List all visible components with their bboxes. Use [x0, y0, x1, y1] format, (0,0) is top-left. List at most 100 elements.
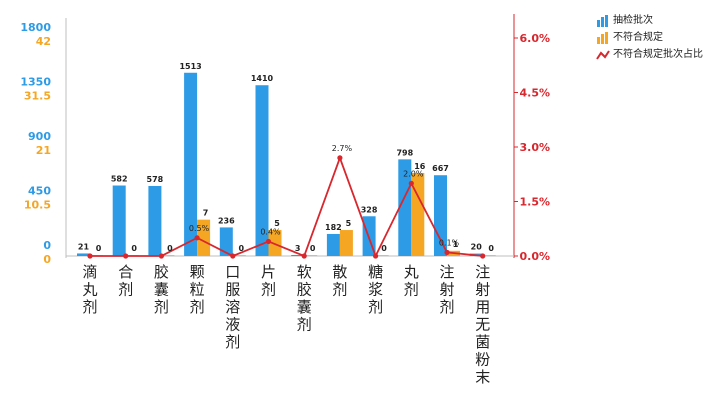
y-tick-label-blue: 450	[28, 185, 51, 198]
y-tick-label-right: 0.0%	[519, 250, 550, 263]
bar-nonconforming	[161, 255, 175, 256]
data-label-ratio: 0.4%	[260, 227, 281, 236]
x-category-label: 散剂	[332, 263, 347, 299]
legend-label: 不符合规定	[613, 32, 663, 43]
bar-nonconforming	[197, 219, 211, 256]
data-label-nonconforming: 16	[414, 162, 426, 171]
data-label-inspected: 798	[396, 148, 413, 157]
x-category-label: 滴丸剂	[82, 263, 97, 316]
legend: 抽检批次 不符合规定 不符合规定批次占比	[596, 12, 703, 63]
y-tick-label-right: 1.5%	[519, 196, 550, 209]
data-label-nonconforming: 0	[488, 244, 494, 253]
bar-nonconforming	[304, 255, 318, 256]
y-tick-label-right: 4.5%	[519, 87, 550, 100]
y-tick-label-orange: 42	[36, 35, 51, 48]
bar-nonconforming	[482, 255, 496, 256]
data-label-inspected: 21	[78, 242, 90, 251]
y-tick-label-orange: 0	[43, 253, 51, 266]
data-label-inspected: 328	[361, 205, 378, 214]
bar-nonconforming	[232, 255, 246, 256]
data-label-inspected: 236	[218, 216, 235, 225]
y-tick-label-blue: 1350	[20, 76, 51, 89]
chart-axes: 0045010.590021135031.51800420.0%1.5%3.0%…	[20, 14, 550, 266]
data-label-nonconforming: 0	[96, 244, 102, 253]
bar-inspected	[148, 185, 162, 256]
legend-item-ratio: 不符合规定批次占比	[596, 46, 703, 63]
ratio-line-point	[265, 238, 272, 245]
data-label-nonconforming: 0	[239, 244, 245, 253]
x-category-label: 合剂	[118, 263, 133, 299]
ratio-line-point	[373, 253, 379, 259]
bar-nonconforming	[375, 255, 389, 256]
nonconforming-ratio-line	[87, 155, 486, 259]
data-label-inspected: 582	[111, 175, 128, 184]
bar-inspected	[398, 159, 412, 256]
data-label-inspected: 20	[471, 243, 483, 252]
bar-inspected	[184, 72, 198, 257]
x-category-label: 注射用无菌粉末	[475, 263, 490, 386]
bar-inspected	[291, 255, 305, 256]
data-label-ratio: 0.1%	[439, 238, 460, 247]
legend-item-inspected: 抽检批次	[596, 12, 703, 29]
bar-nonconforming	[339, 230, 353, 256]
data-label-nonconforming: 0	[381, 244, 387, 253]
data-label-ratio: 2.0%	[403, 169, 424, 178]
data-label-inspected: 1410	[251, 74, 274, 83]
bar-inspected	[77, 253, 90, 256]
y-tick-label-blue: 0	[43, 239, 51, 252]
y-tick-label-blue: 900	[28, 130, 51, 143]
data-label-inspected: 1513	[179, 62, 201, 71]
data-label-nonconforming: 5	[346, 219, 352, 228]
bar-inspected	[255, 85, 269, 256]
data-label-ratio: 2.7%	[332, 144, 353, 153]
y-tick-label-orange: 31.5	[24, 90, 51, 103]
ratio-line-point	[87, 253, 93, 259]
bar-nonconforming	[268, 230, 282, 256]
ratio-line-point	[337, 155, 343, 161]
ratio-line-point	[230, 253, 236, 259]
data-label-nonconforming: 0	[167, 244, 173, 253]
data-label-inspected: 667	[432, 164, 449, 173]
x-category-label: 糖浆剂	[368, 263, 383, 316]
x-category-label: 颗粒剂	[190, 263, 205, 316]
legend-bar-icon	[596, 14, 610, 27]
y-tick-label-right: 3.0%	[519, 141, 550, 154]
ratio-line-point	[194, 235, 200, 241]
y-tick-label-blue: 1800	[20, 21, 51, 34]
x-category-label: 软胶囊剂	[297, 263, 312, 334]
ratio-line-point	[480, 253, 486, 259]
x-category-label: 注射剂	[439, 263, 454, 316]
bar-inspected	[326, 233, 340, 256]
bar-inspected	[219, 227, 233, 256]
data-label-nonconforming: 0	[310, 244, 316, 253]
data-label-inspected: 578	[147, 175, 164, 184]
x-category-label: 口服溶液剂	[225, 263, 240, 351]
ratio-line-point	[444, 249, 450, 255]
legend-label: 抽检批次	[613, 15, 653, 26]
legend-line-icon	[596, 49, 610, 61]
x-category-label: 片剂	[261, 263, 276, 299]
y-tick-label-orange: 21	[36, 144, 51, 157]
ratio-line-point	[408, 180, 414, 186]
legend-label: 不符合规定批次占比	[613, 49, 703, 60]
y-tick-label-orange: 10.5	[24, 199, 51, 212]
data-label-nonconforming: 1	[453, 240, 459, 249]
data-label-ratio: 0.5%	[189, 224, 210, 233]
bar-nonconforming	[411, 172, 425, 256]
y-tick-label-right: 6.0%	[519, 32, 550, 45]
legend-bar-icon	[596, 31, 610, 44]
data-label-nonconforming: 5	[274, 219, 280, 228]
bar-inspected	[112, 185, 126, 256]
data-label-inspected: 3	[295, 244, 301, 253]
inspected-batches-bars	[77, 72, 483, 257]
data-label-nonconforming: 0	[131, 244, 137, 253]
data-label-inspected: 182	[325, 223, 342, 232]
ratio-line-path	[90, 155, 483, 259]
x-category-label: 丸剂	[404, 263, 419, 299]
data-label-nonconforming: 7	[203, 209, 209, 218]
ratio-line-point	[301, 253, 307, 259]
bar-inspected	[434, 175, 447, 256]
x-category-labels: 滴丸剂 合剂 胶囊剂 颗粒剂 口服溶液剂 片剂 软胶囊剂 散剂 糖浆剂 丸剂 注射剂 注射用无菌粉末	[82, 263, 490, 386]
